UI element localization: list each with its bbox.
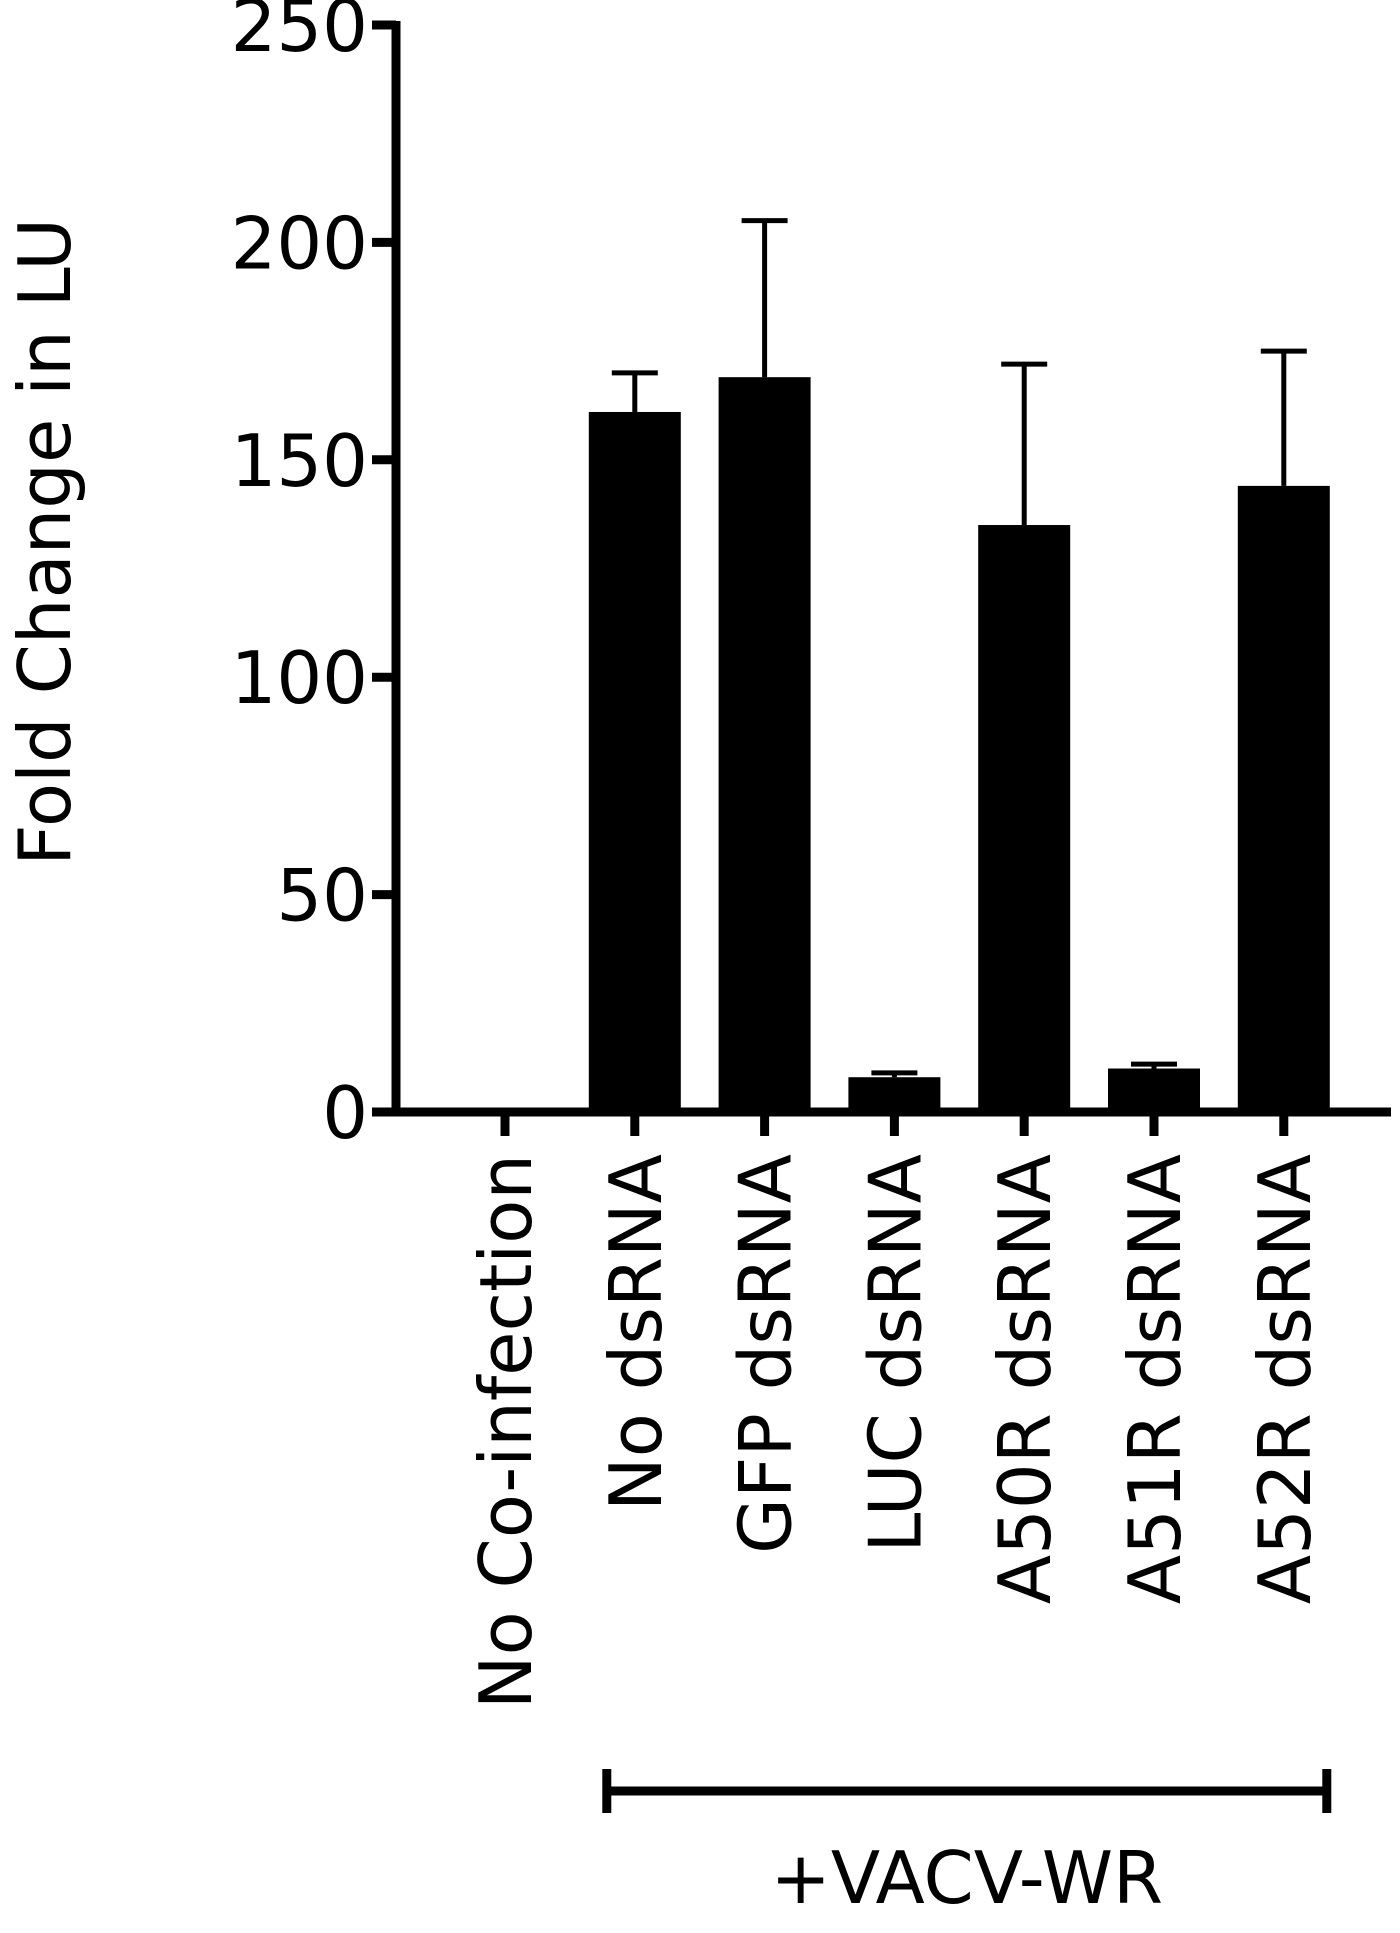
y-tick-label: 250	[231, 0, 368, 68]
bar	[978, 525, 1071, 1112]
x-tick-label: No Co-infection	[464, 1154, 548, 1709]
x-tick-label: GFP dsRNA	[724, 1154, 808, 1554]
bar	[718, 377, 811, 1112]
bar	[588, 411, 681, 1112]
y-tick-label: 100	[231, 636, 368, 720]
bar	[848, 1077, 941, 1112]
y-tick-label: 0	[322, 1071, 368, 1155]
y-axis-label: Fold Change in LU	[3, 218, 87, 866]
y-tick-label: 200	[231, 201, 368, 285]
group-label: +VACV-WR	[771, 1836, 1164, 1920]
bar	[1237, 485, 1330, 1112]
x-tick-label: LUC dsRNA	[853, 1154, 937, 1553]
y-tick-label: 150	[231, 419, 368, 503]
bar	[1108, 1068, 1200, 1112]
x-tick-label: A51R dsRNA	[1113, 1154, 1197, 1604]
x-tick-label: A52R dsRNA	[1243, 1154, 1327, 1604]
x-tick-label: A50R dsRNA	[983, 1154, 1067, 1604]
x-tick-label: No dsRNA	[594, 1154, 678, 1511]
y-tick-label: 50	[276, 854, 368, 938]
